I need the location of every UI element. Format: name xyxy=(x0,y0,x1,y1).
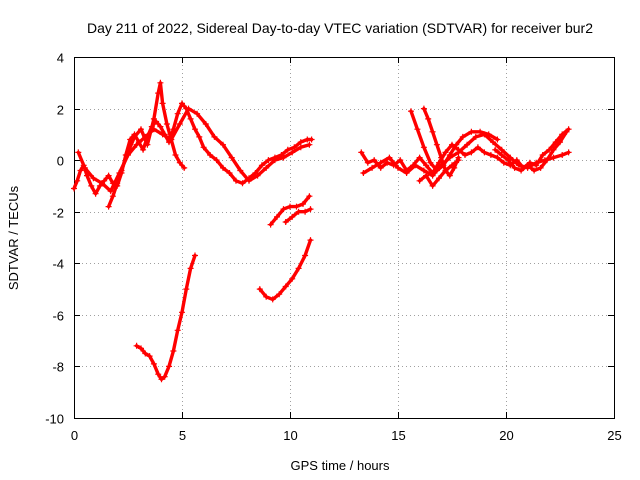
y-tick-label: -2 xyxy=(52,206,64,221)
series-line xyxy=(134,253,197,381)
series-markers xyxy=(105,79,188,210)
plot-frame xyxy=(74,57,615,419)
y-tick-label: 2 xyxy=(57,103,64,118)
series-markers xyxy=(133,252,198,383)
x-tick-label: 20 xyxy=(499,428,513,443)
series-markers xyxy=(492,128,570,174)
series-arc-13 xyxy=(492,128,570,174)
y-tick-label: -6 xyxy=(52,309,64,324)
series-markers xyxy=(416,157,462,189)
y-tick-label: 4 xyxy=(57,51,64,66)
data-series xyxy=(71,79,572,383)
y-tick-label: -10 xyxy=(45,412,64,427)
y-tick-label: -4 xyxy=(52,257,64,272)
y-tick-labels: 4 2 0 -2 -4 -6 -8 -10 xyxy=(45,51,64,427)
series-markers xyxy=(256,237,314,303)
x-tick-label: 5 xyxy=(179,428,186,443)
series-arc-4 xyxy=(133,252,198,383)
x-tick-label: 15 xyxy=(391,428,405,443)
series-markers xyxy=(282,206,314,225)
series-markers xyxy=(71,100,315,197)
series-line xyxy=(72,101,314,196)
chart-title: Day 211 of 2022, Sidereal Day-to-day VTE… xyxy=(87,20,593,36)
series-arc-3 xyxy=(105,79,188,210)
x-tick-label: 25 xyxy=(607,428,621,443)
series-arc-6 xyxy=(267,193,313,228)
grid-lines xyxy=(74,57,614,418)
x-tick-labels: 0 5 10 15 20 25 xyxy=(71,428,622,443)
series-markers xyxy=(267,193,313,228)
series-arc-7 xyxy=(282,206,314,225)
y-tick-label: -8 xyxy=(52,360,64,375)
y-tick-label: 0 xyxy=(57,154,64,169)
axis-ticks xyxy=(74,57,615,419)
series-arc-5 xyxy=(256,237,314,303)
x-axis-label: GPS time / hours xyxy=(291,458,390,473)
y-axis-label: SDTVAR / TECUs xyxy=(6,185,21,290)
series-arc-1 xyxy=(71,100,315,197)
series-line xyxy=(258,238,313,302)
series-arc-12 xyxy=(416,157,462,189)
x-tick-label: 10 xyxy=(283,428,297,443)
x-tick-label: 0 xyxy=(71,428,78,443)
series-line xyxy=(493,130,569,173)
series-arc-2 xyxy=(75,105,313,195)
series-line xyxy=(76,106,312,193)
